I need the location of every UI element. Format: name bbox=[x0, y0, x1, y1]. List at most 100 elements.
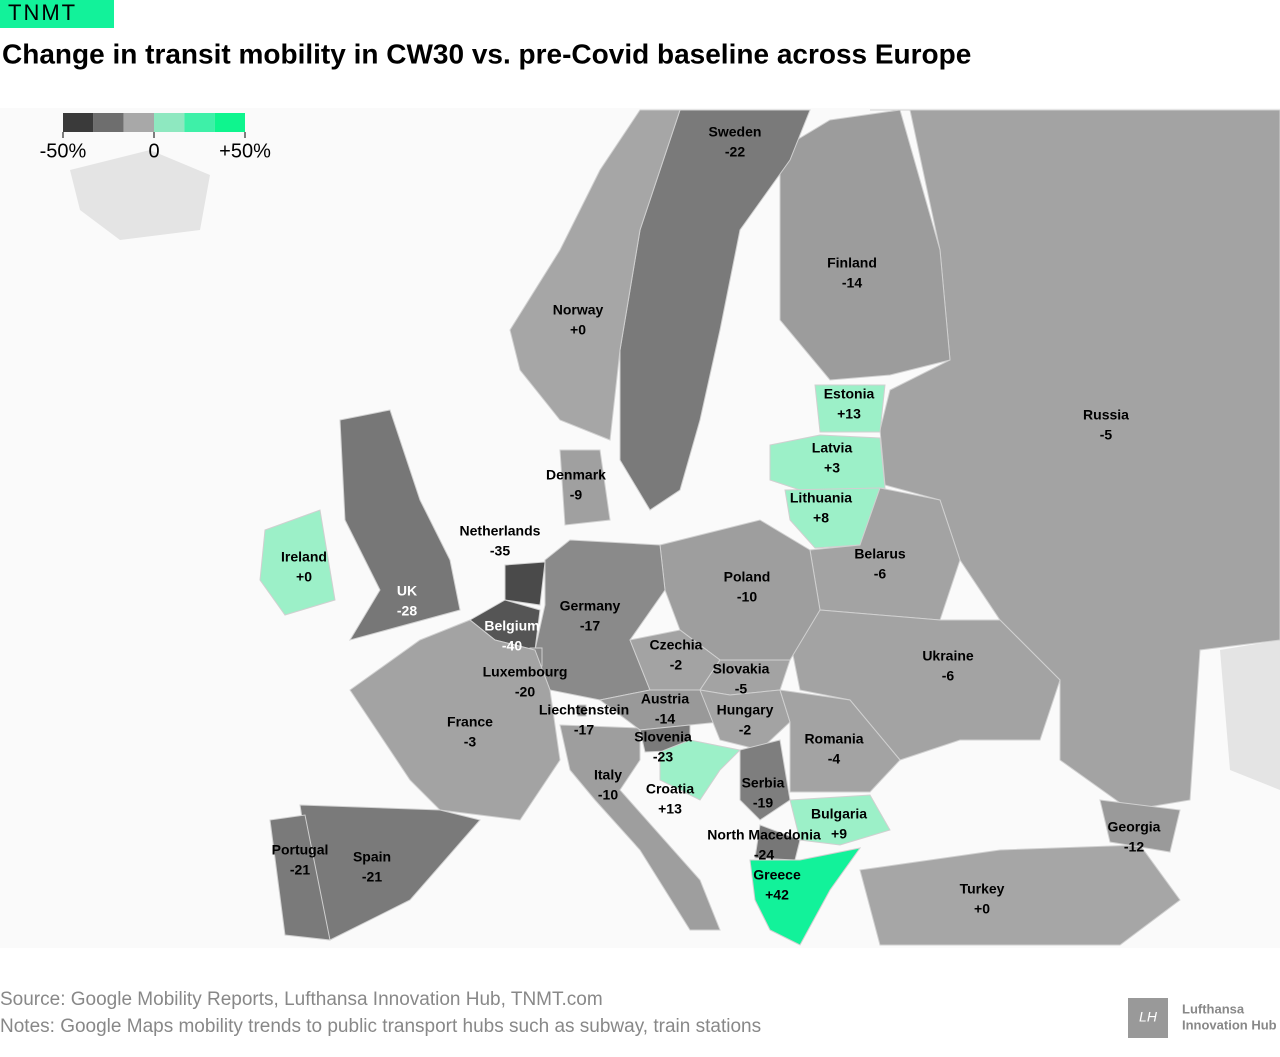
logo-icon: LH bbox=[1139, 1009, 1158, 1025]
country bbox=[577, 704, 587, 717]
logo-mark bbox=[1128, 998, 1168, 1038]
country-name: Norway bbox=[553, 302, 604, 318]
value-label: -20 bbox=[515, 684, 535, 700]
country bbox=[779, 109, 951, 381]
country-name: Ukraine bbox=[922, 648, 974, 664]
country-name: Romania bbox=[804, 731, 863, 747]
value-label: +8 bbox=[813, 510, 829, 526]
value-label: +0 bbox=[296, 569, 312, 585]
value-label: -6 bbox=[874, 566, 887, 582]
value-label: -14 bbox=[842, 275, 862, 291]
country bbox=[349, 619, 561, 821]
legend-swatch bbox=[184, 113, 215, 132]
country-name: UK bbox=[397, 583, 417, 599]
country bbox=[659, 739, 742, 801]
country bbox=[749, 847, 862, 946]
notes: Notes: Google Maps mobility trends to pu… bbox=[0, 1016, 761, 1037]
country bbox=[269, 814, 331, 941]
value-label: +0 bbox=[570, 322, 586, 338]
country-name: Russia bbox=[1083, 407, 1129, 423]
country-name: Slovakia bbox=[713, 661, 770, 677]
country bbox=[504, 561, 546, 606]
country bbox=[784, 487, 881, 549]
country-name: Spain bbox=[353, 849, 391, 865]
value-label: -40 bbox=[502, 638, 522, 654]
value-label: -17 bbox=[580, 618, 600, 634]
country bbox=[1099, 799, 1181, 853]
country-name: Netherlands bbox=[460, 523, 541, 539]
legend-swatch bbox=[214, 113, 245, 132]
country bbox=[559, 724, 721, 931]
country-name: Poland bbox=[724, 569, 771, 585]
legend-swatch bbox=[63, 113, 94, 132]
logo-text: Lufthansa bbox=[1182, 1001, 1245, 1016]
legend-tick-label: 0 bbox=[148, 140, 159, 162]
value-label: -24 bbox=[754, 847, 774, 863]
country-name: Italy bbox=[594, 767, 622, 783]
country bbox=[789, 794, 891, 846]
value-label: -35 bbox=[490, 543, 510, 559]
legend: -50% 0 +50% bbox=[40, 113, 271, 162]
chart-title: Change in transit mobility in CW30 vs. p… bbox=[2, 38, 971, 69]
country bbox=[739, 739, 791, 821]
legend-tick-label: -50% bbox=[40, 140, 87, 162]
value-label: -6 bbox=[942, 668, 955, 684]
country-name: France bbox=[447, 714, 493, 730]
badge-bg bbox=[0, 0, 114, 28]
land bbox=[1220, 640, 1280, 790]
country bbox=[509, 109, 681, 441]
country-name: Austria bbox=[641, 691, 689, 707]
country bbox=[789, 609, 1061, 761]
country-name: Greece bbox=[753, 867, 801, 883]
country-name: Sweden bbox=[709, 124, 762, 140]
value-label: -14 bbox=[655, 711, 675, 727]
country-name: Finland bbox=[827, 255, 877, 271]
value-label: -21 bbox=[290, 862, 310, 878]
country-name: Estonia bbox=[824, 386, 875, 402]
country bbox=[779, 689, 901, 793]
country-name: Germany bbox=[560, 598, 621, 614]
country-name: Portugal bbox=[272, 842, 329, 858]
value-label: -23 bbox=[653, 749, 673, 765]
country-name: Georgia bbox=[1108, 819, 1161, 835]
value-label: +42 bbox=[765, 887, 789, 903]
value-label: -9 bbox=[570, 487, 583, 503]
value-label: -4 bbox=[828, 751, 841, 767]
country bbox=[259, 509, 336, 616]
value-label: -10 bbox=[737, 589, 757, 605]
value-label: -3 bbox=[464, 734, 477, 750]
value-label: +3 bbox=[824, 460, 840, 476]
labels: Russia -5 Finland -14 Sweden -22 Norway +0 Eston… bbox=[272, 124, 1161, 917]
country-name: Serbia bbox=[742, 775, 785, 791]
value-label: -5 bbox=[735, 681, 748, 697]
value-label: -28 bbox=[397, 603, 417, 619]
regions bbox=[259, 109, 1280, 946]
country-name: Croatia bbox=[646, 781, 694, 797]
country-name: Belgium bbox=[484, 618, 539, 634]
country bbox=[769, 434, 886, 491]
country-name: Slovenia bbox=[634, 729, 692, 745]
country-name: Belarus bbox=[854, 546, 906, 562]
country bbox=[814, 384, 886, 433]
country-name: Turkey bbox=[960, 881, 1005, 897]
country-name: Hungary bbox=[717, 702, 774, 718]
logo-text: Innovation Hub bbox=[1182, 1017, 1277, 1032]
value-label: -19 bbox=[753, 795, 773, 811]
value-label: +13 bbox=[658, 801, 682, 817]
value-label: -2 bbox=[739, 722, 752, 738]
country-name: North Macedonia bbox=[707, 827, 821, 843]
value-label: +0 bbox=[974, 901, 990, 917]
value-label: -5 bbox=[1100, 427, 1113, 443]
legend-tick-label: +50% bbox=[219, 140, 271, 162]
country-name: Czechia bbox=[650, 637, 703, 653]
value-label: -21 bbox=[362, 869, 382, 885]
value-label: -22 bbox=[725, 144, 745, 160]
legend-swatch bbox=[93, 113, 124, 132]
value-label: -2 bbox=[670, 657, 683, 673]
country-name: Lithuania bbox=[790, 490, 852, 506]
value-label: +13 bbox=[837, 406, 861, 422]
country bbox=[339, 409, 461, 641]
country-name: Liechtenstein bbox=[539, 702, 629, 718]
source: Source: Google Mobility Reports, Lufthan… bbox=[0, 989, 603, 1010]
